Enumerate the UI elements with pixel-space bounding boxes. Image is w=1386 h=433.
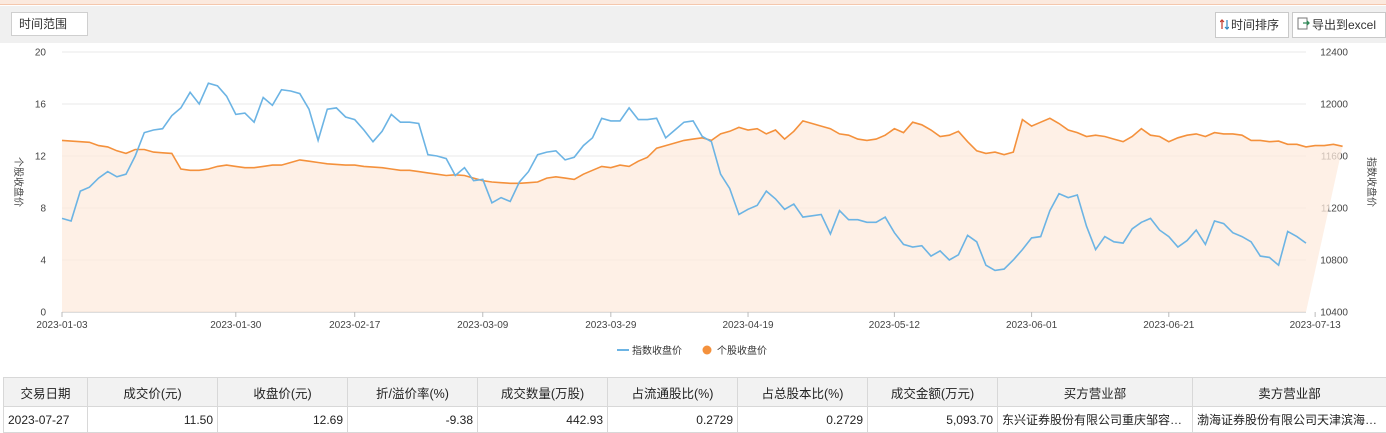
column-header[interactable]: 交易日期 <box>4 378 88 407</box>
legend-stock-marker <box>703 346 712 355</box>
column-header[interactable]: 成交价(元) <box>88 378 218 407</box>
x-tick-label: 2023-06-21 <box>1143 320 1195 331</box>
time-range-selector[interactable]: 时间范围 <box>11 12 88 36</box>
left-tick-label: 4 <box>40 256 46 267</box>
x-tick-label: 2023-03-29 <box>585 320 637 331</box>
export-button-label: 导出到excel <box>1312 18 1376 32</box>
stock-price-area <box>62 118 1343 312</box>
x-tick-label: 2023-02-17 <box>329 320 381 331</box>
x-tick-label: 2023-01-03 <box>36 320 88 331</box>
block-trade-table: 交易日期成交价(元)收盘价(元)折/溢价率(%)成交数量(万股)占流通股比(%)… <box>3 377 1386 433</box>
column-header[interactable]: 成交数量(万股) <box>478 378 608 407</box>
legend-index-label: 指数收盘价 <box>632 344 682 357</box>
right-tick-label: 12000 <box>1320 100 1348 111</box>
right-tick-label: 12400 <box>1320 48 1348 59</box>
x-tick-label: 2023-01-30 <box>210 320 262 331</box>
top-accent-bar <box>0 0 1386 5</box>
x-tick-label: 2023-07-13 <box>1290 320 1342 331</box>
export-excel-button[interactable]: 导出到excel <box>1292 12 1386 38</box>
legend-stock-label: 个股收盘价 <box>717 344 767 357</box>
column-header[interactable]: 成交金额(万元) <box>868 378 998 407</box>
column-header[interactable]: 占流通股比(%) <box>608 378 738 407</box>
left-tick-label: 20 <box>35 48 47 59</box>
toolbar: 时间范围 时间排序 导出到excel <box>0 6 1386 43</box>
x-tick-label: 2023-06-01 <box>1006 320 1058 331</box>
sort-by-time-button[interactable]: 时间排序 <box>1215 12 1289 38</box>
left-tick-label: 12 <box>35 152 47 163</box>
left-tick-label: 16 <box>35 100 47 111</box>
left-tick-label: 0 <box>40 308 46 319</box>
left-tick-label: 8 <box>40 204 46 215</box>
column-header[interactable]: 收盘价(元) <box>218 378 348 407</box>
column-header[interactable]: 折/溢价率(%) <box>348 378 478 407</box>
right-axis-title: 指数收盘价 <box>1365 157 1378 207</box>
column-header[interactable]: 买方营业部 <box>998 378 1193 407</box>
right-tick-label: 10800 <box>1320 256 1348 267</box>
x-tick-label: 2023-05-12 <box>869 320 921 331</box>
price-chart: 048121620104001080011200116001200012400个… <box>0 43 1386 375</box>
sort-button-label: 时间排序 <box>1231 18 1279 32</box>
x-tick-label: 2023-04-19 <box>722 320 774 331</box>
sort-icon <box>1220 14 1229 38</box>
chart-svg: 048121620104001080011200116001200012400个… <box>0 43 1386 375</box>
right-tick-label: 10400 <box>1320 308 1348 319</box>
column-header[interactable]: 卖方营业部 <box>1193 378 1386 407</box>
export-icon <box>1297 14 1310 38</box>
x-tick-label: 2023-03-09 <box>457 320 509 331</box>
left-axis-title: 个股收盘价 <box>12 157 25 207</box>
table-header-row: 交易日期成交价(元)收盘价(元)折/溢价率(%)成交数量(万股)占流通股比(%)… <box>4 378 1386 407</box>
column-header[interactable]: 占总股本比(%) <box>738 378 868 407</box>
